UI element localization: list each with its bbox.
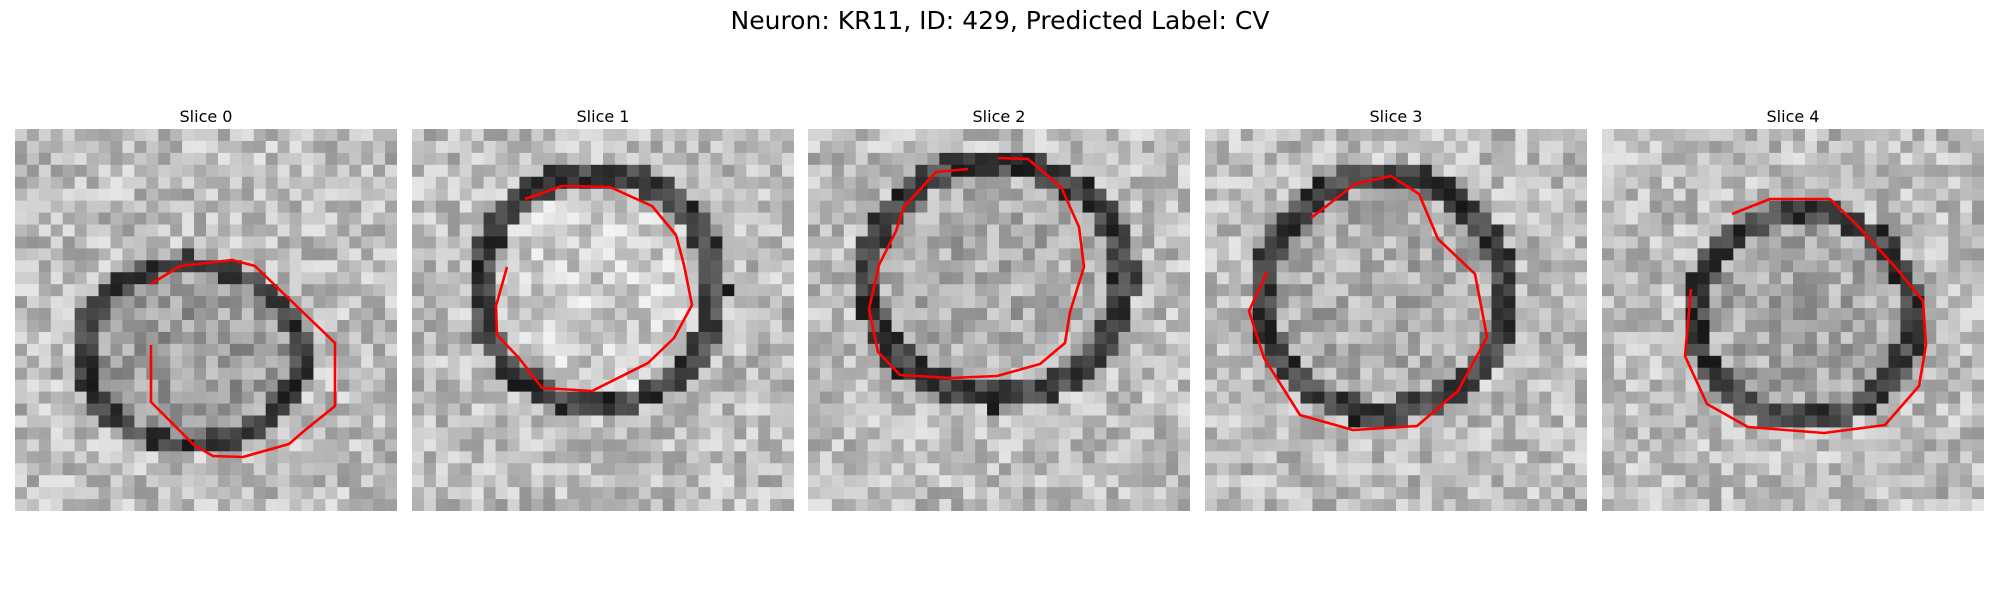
slice-title: Slice 2 bbox=[972, 107, 1026, 126]
slice-panel-1: Slice 1 bbox=[412, 105, 794, 511]
slice-texture bbox=[1205, 129, 1587, 511]
slice-image bbox=[1602, 129, 1984, 511]
slice-panel-2: Slice 2 bbox=[808, 105, 1190, 511]
segmentation-contour bbox=[1683, 197, 1928, 435]
slice-panel-3: Slice 3 bbox=[1205, 105, 1587, 511]
segmentation-contour bbox=[494, 184, 694, 393]
slice-panel-0: Slice 0 bbox=[15, 105, 397, 511]
figure-title: Neuron: KR11, ID: 429, Predicted Label: … bbox=[730, 6, 1270, 35]
slice-panel-4: Slice 4 bbox=[1602, 105, 1984, 511]
slice-title: Slice 0 bbox=[179, 107, 233, 126]
slice-title: Slice 4 bbox=[1766, 107, 1820, 126]
slice-image bbox=[1205, 129, 1587, 511]
slice-texture bbox=[808, 129, 1190, 511]
segmentation-contour bbox=[1247, 174, 1489, 432]
segmentation-contour bbox=[149, 258, 337, 459]
slice-title: Slice 1 bbox=[576, 107, 630, 126]
slice-texture bbox=[412, 129, 794, 511]
slice-texture bbox=[15, 129, 397, 511]
slice-image bbox=[412, 129, 794, 511]
slice-image bbox=[15, 129, 397, 511]
segmentation-contour bbox=[867, 156, 1086, 380]
slice-texture bbox=[1602, 129, 1984, 511]
slice-image bbox=[808, 129, 1190, 511]
slice-title: Slice 3 bbox=[1369, 107, 1423, 126]
